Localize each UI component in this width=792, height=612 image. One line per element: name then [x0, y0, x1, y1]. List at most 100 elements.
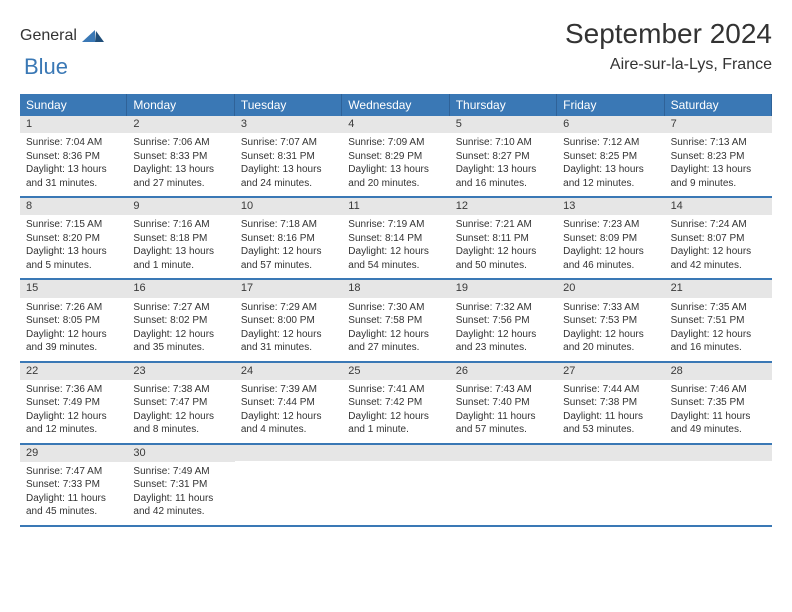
day-detail-line: Daylight: 12 hours [26, 410, 121, 424]
day-detail-line: Sunrise: 7:41 AM [348, 383, 443, 397]
day-details: Sunrise: 7:10 AMSunset: 8:27 PMDaylight:… [450, 133, 557, 196]
day-details: Sunrise: 7:15 AMSunset: 8:20 PMDaylight:… [20, 215, 127, 278]
day-detail-line: and 12 minutes. [26, 423, 121, 437]
day-detail-line: and 27 minutes. [348, 341, 443, 355]
day-detail-line: and 35 minutes. [133, 341, 228, 355]
calendar-cell: 6Sunrise: 7:12 AMSunset: 8:25 PMDaylight… [557, 116, 664, 196]
day-detail-line: Sunset: 7:44 PM [241, 396, 336, 410]
day-detail-line: Daylight: 13 hours [26, 245, 121, 259]
day-details: Sunrise: 7:26 AMSunset: 8:05 PMDaylight:… [20, 298, 127, 361]
day-detail-line: Sunset: 8:36 PM [26, 150, 121, 164]
title-block: September 2024 Aire-sur-la-Lys, France [565, 18, 772, 74]
day-details: Sunrise: 7:29 AMSunset: 8:00 PMDaylight:… [235, 298, 342, 361]
day-detail-line: Sunset: 7:53 PM [563, 314, 658, 328]
day-detail-line: Daylight: 12 hours [133, 410, 228, 424]
day-number: 9 [127, 198, 234, 215]
calendar-cell: 14Sunrise: 7:24 AMSunset: 8:07 PMDayligh… [665, 198, 772, 278]
day-detail-line: Sunset: 7:40 PM [456, 396, 551, 410]
day-detail-line: Sunrise: 7:12 AM [563, 136, 658, 150]
day-detail-line: Sunset: 8:02 PM [133, 314, 228, 328]
empty-day-band [665, 445, 772, 461]
day-detail-line: Sunset: 8:33 PM [133, 150, 228, 164]
calendar-cell: 10Sunrise: 7:18 AMSunset: 8:16 PMDayligh… [235, 198, 342, 278]
day-detail-line: Sunset: 8:11 PM [456, 232, 551, 246]
day-detail-line: Daylight: 11 hours [133, 492, 228, 506]
day-detail-line: Sunrise: 7:13 AM [671, 136, 766, 150]
day-detail-line: Daylight: 12 hours [241, 245, 336, 259]
day-detail-line: Sunset: 8:31 PM [241, 150, 336, 164]
day-number: 16 [127, 280, 234, 297]
day-number: 29 [20, 445, 127, 462]
location-subtitle: Aire-sur-la-Lys, France [565, 56, 772, 74]
weekday-header: Wednesday [342, 94, 449, 116]
day-detail-line: and 23 minutes. [456, 341, 551, 355]
day-detail-line: Sunrise: 7:33 AM [563, 301, 658, 315]
calendar-cell: 11Sunrise: 7:19 AMSunset: 8:14 PMDayligh… [342, 198, 449, 278]
calendar-cell: 1Sunrise: 7:04 AMSunset: 8:36 PMDaylight… [20, 116, 127, 196]
day-number: 21 [665, 280, 772, 297]
day-detail-line: and 4 minutes. [241, 423, 336, 437]
calendar-cell: 26Sunrise: 7:43 AMSunset: 7:40 PMDayligh… [450, 363, 557, 443]
day-detail-line: Daylight: 12 hours [26, 328, 121, 342]
day-details: Sunrise: 7:33 AMSunset: 7:53 PMDaylight:… [557, 298, 664, 361]
day-number: 11 [342, 198, 449, 215]
day-details: Sunrise: 7:19 AMSunset: 8:14 PMDaylight:… [342, 215, 449, 278]
day-detail-line: Sunset: 7:51 PM [671, 314, 766, 328]
day-number: 28 [665, 363, 772, 380]
calendar-cell: 12Sunrise: 7:21 AMSunset: 8:11 PMDayligh… [450, 198, 557, 278]
day-detail-line: Sunset: 7:58 PM [348, 314, 443, 328]
weekday-header-row: SundayMondayTuesdayWednesdayThursdayFrid… [20, 94, 772, 116]
day-detail-line: Daylight: 13 hours [241, 163, 336, 177]
calendar-cell: 19Sunrise: 7:32 AMSunset: 7:56 PMDayligh… [450, 280, 557, 360]
day-number: 23 [127, 363, 234, 380]
calendar-cell [342, 445, 449, 525]
day-detail-line: and 57 minutes. [241, 259, 336, 273]
calendar-grid: SundayMondayTuesdayWednesdayThursdayFrid… [20, 94, 772, 527]
calendar-cell: 22Sunrise: 7:36 AMSunset: 7:49 PMDayligh… [20, 363, 127, 443]
calendar-cell: 30Sunrise: 7:49 AMSunset: 7:31 PMDayligh… [127, 445, 234, 525]
day-detail-line: and 20 minutes. [563, 341, 658, 355]
day-number: 19 [450, 280, 557, 297]
weekday-header: Thursday [450, 94, 557, 116]
day-number: 5 [450, 116, 557, 133]
day-detail-line: Daylight: 12 hours [241, 328, 336, 342]
day-detail-line: and 39 minutes. [26, 341, 121, 355]
day-detail-line: Daylight: 12 hours [133, 328, 228, 342]
calendar-cell: 29Sunrise: 7:47 AMSunset: 7:33 PMDayligh… [20, 445, 127, 525]
calendar-cell: 23Sunrise: 7:38 AMSunset: 7:47 PMDayligh… [127, 363, 234, 443]
day-detail-line: Daylight: 13 hours [563, 163, 658, 177]
day-detail-line: Daylight: 11 hours [563, 410, 658, 424]
day-detail-line: and 45 minutes. [26, 505, 121, 519]
day-detail-line: Sunrise: 7:39 AM [241, 383, 336, 397]
day-details: Sunrise: 7:49 AMSunset: 7:31 PMDaylight:… [127, 462, 234, 525]
day-number: 4 [342, 116, 449, 133]
day-detail-line: Sunrise: 7:21 AM [456, 218, 551, 232]
day-detail-line: Daylight: 12 hours [563, 328, 658, 342]
calendar-cell [450, 445, 557, 525]
day-details: Sunrise: 7:18 AMSunset: 8:16 PMDaylight:… [235, 215, 342, 278]
day-detail-line: Sunrise: 7:26 AM [26, 301, 121, 315]
day-detail-line: Sunset: 8:29 PM [348, 150, 443, 164]
day-detail-line: and 8 minutes. [133, 423, 228, 437]
day-details: Sunrise: 7:44 AMSunset: 7:38 PMDaylight:… [557, 380, 664, 443]
day-details: Sunrise: 7:06 AMSunset: 8:33 PMDaylight:… [127, 133, 234, 196]
calendar-cell [235, 445, 342, 525]
calendar-cell: 3Sunrise: 7:07 AMSunset: 8:31 PMDaylight… [235, 116, 342, 196]
day-detail-line: Sunrise: 7:30 AM [348, 301, 443, 315]
day-number: 30 [127, 445, 234, 462]
day-details: Sunrise: 7:12 AMSunset: 8:25 PMDaylight:… [557, 133, 664, 196]
day-detail-line: and 24 minutes. [241, 177, 336, 191]
calendar-cell [665, 445, 772, 525]
day-detail-line: Daylight: 12 hours [671, 245, 766, 259]
day-details: Sunrise: 7:43 AMSunset: 7:40 PMDaylight:… [450, 380, 557, 443]
day-details: Sunrise: 7:21 AMSunset: 8:11 PMDaylight:… [450, 215, 557, 278]
day-detail-line: Daylight: 13 hours [456, 163, 551, 177]
empty-day-band [450, 445, 557, 461]
day-detail-line: Sunrise: 7:07 AM [241, 136, 336, 150]
day-detail-line: and 31 minutes. [241, 341, 336, 355]
day-detail-line: Sunrise: 7:49 AM [133, 465, 228, 479]
day-number: 14 [665, 198, 772, 215]
day-number: 26 [450, 363, 557, 380]
day-detail-line: Daylight: 11 hours [456, 410, 551, 424]
day-detail-line: and 1 minute. [348, 423, 443, 437]
